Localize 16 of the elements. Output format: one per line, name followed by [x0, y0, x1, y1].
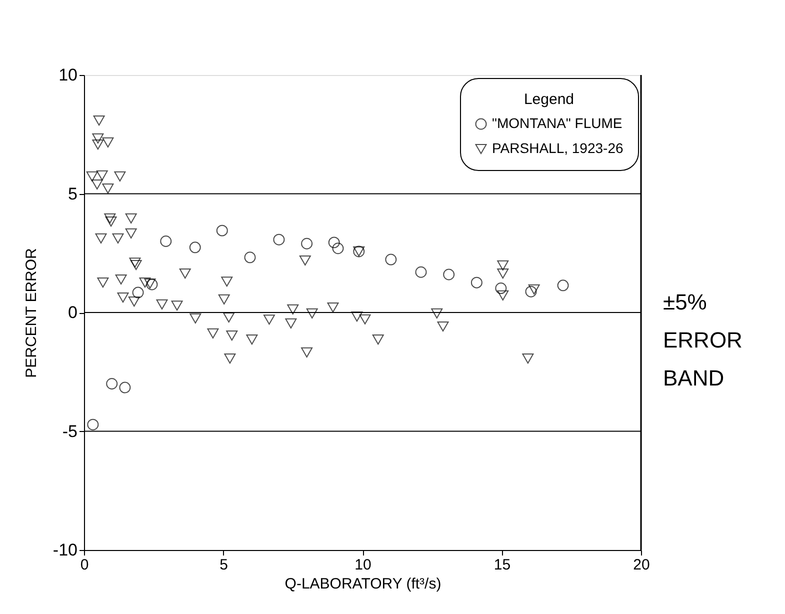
x-axis-title: Q-LABORATORY (ft³/s)	[284, 576, 442, 592]
y-tick-label: -5	[62, 422, 78, 441]
y-tick-label: -10	[52, 540, 78, 560]
x-tick-label: 15	[494, 556, 511, 574]
x-tick-label: 0	[80, 556, 89, 574]
legend-label: "MONTANA" FLUME	[492, 115, 622, 131]
text: ±5% ERROR BAND	[663, 290, 742, 390]
x-tick-label: 10	[354, 556, 372, 574]
legend-label: PARSHALL, 1923-26	[492, 140, 624, 156]
x-tick-label: 5	[220, 556, 228, 574]
y-tick-label: 0	[68, 303, 78, 322]
y-tick-label: 5	[68, 184, 78, 204]
y-axis-title: PERCENT ERROR	[22, 248, 40, 378]
x-tick-label: 20	[633, 556, 650, 574]
legend-title: Legend	[524, 91, 574, 108]
y-tick-label: 10	[58, 66, 78, 84]
